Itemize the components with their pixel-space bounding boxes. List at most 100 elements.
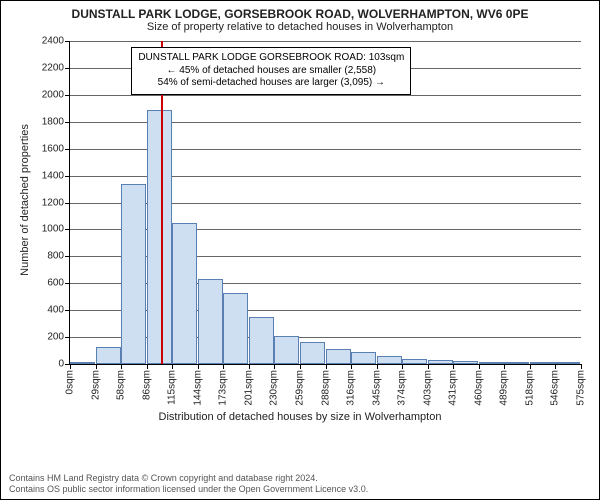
x-tick-label: 288sqm xyxy=(320,370,331,406)
histogram-bar xyxy=(96,347,121,364)
page-subtitle: Size of property relative to detached ho… xyxy=(9,21,591,33)
x-tick-mark xyxy=(249,364,250,369)
histogram-bar xyxy=(223,293,248,364)
x-tick-label: 201sqm xyxy=(243,370,254,406)
x-tick-mark xyxy=(453,364,454,369)
x-tick-mark xyxy=(121,364,122,369)
x-tick-mark xyxy=(274,364,275,369)
y-tick-label: 1600 xyxy=(42,143,64,154)
y-tick-mark xyxy=(65,229,70,230)
x-tick-label: 58sqm xyxy=(116,370,127,400)
x-tick-label: 460sqm xyxy=(473,370,484,406)
histogram-bar xyxy=(351,352,376,364)
y-tick-label: 1200 xyxy=(42,197,64,208)
annotation-line: 54% of semi-detached houses are larger (… xyxy=(138,77,404,90)
x-tick-mark xyxy=(504,364,505,369)
histogram-bar xyxy=(479,362,504,364)
x-tick-mark xyxy=(326,364,327,369)
x-tick-mark xyxy=(530,364,531,369)
y-tick-mark xyxy=(65,203,70,204)
y-tick-mark xyxy=(65,310,70,311)
page-title: DUNSTALL PARK LODGE, GORSEBROOK ROAD, WO… xyxy=(9,7,591,21)
gridline xyxy=(70,41,581,42)
histogram-bar xyxy=(504,362,529,364)
x-tick-label: 345sqm xyxy=(371,370,382,406)
x-tick-label: 431sqm xyxy=(448,370,459,406)
histogram-bar xyxy=(274,336,299,364)
footer-attribution: Contains HM Land Registry data © Crown c… xyxy=(9,473,368,495)
y-tick-mark xyxy=(65,41,70,42)
histogram-bar xyxy=(121,184,146,364)
x-tick-label: 575sqm xyxy=(576,370,587,406)
histogram-bar xyxy=(402,359,427,364)
x-tick-label: 86sqm xyxy=(141,370,152,400)
annotation-box: DUNSTALL PARK LODGE GORSEBROOK ROAD: 103… xyxy=(131,47,411,95)
y-tick-label: 600 xyxy=(47,278,64,289)
x-tick-mark xyxy=(555,364,556,369)
x-tick-mark xyxy=(351,364,352,369)
x-tick-mark xyxy=(198,364,199,369)
x-tick-mark xyxy=(402,364,403,369)
x-tick-label: 403sqm xyxy=(422,370,433,406)
x-tick-mark xyxy=(479,364,480,369)
y-tick-mark xyxy=(65,122,70,123)
histogram-bar xyxy=(70,362,95,364)
x-tick-mark xyxy=(581,364,582,369)
x-tick-label: 259sqm xyxy=(294,370,305,406)
histogram-bar xyxy=(198,279,223,364)
plot-area: 0200400600800100012001400160018002000220… xyxy=(69,41,581,365)
x-tick-mark xyxy=(377,364,378,369)
y-tick-label: 1800 xyxy=(42,116,64,127)
y-tick-mark xyxy=(65,68,70,69)
x-tick-mark xyxy=(172,364,173,369)
footer-line-2: Contains OS public sector information li… xyxy=(9,484,368,495)
x-tick-label: 29sqm xyxy=(90,370,101,400)
y-tick-label: 800 xyxy=(47,251,64,262)
x-tick-mark xyxy=(147,364,148,369)
y-tick-label: 400 xyxy=(47,305,64,316)
y-tick-label: 2400 xyxy=(42,36,64,47)
x-tick-label: 316sqm xyxy=(346,370,357,406)
gridline xyxy=(70,95,581,96)
x-tick-label: 115sqm xyxy=(167,370,178,405)
histogram-bar xyxy=(326,349,351,364)
y-tick-label: 2200 xyxy=(42,62,64,73)
x-tick-label: 230sqm xyxy=(269,370,280,406)
y-tick-label: 2000 xyxy=(42,89,64,100)
x-tick-label: 489sqm xyxy=(499,370,510,406)
y-tick-mark xyxy=(65,149,70,150)
histogram-bar xyxy=(530,362,555,364)
histogram-bar xyxy=(300,342,325,364)
histogram-bar xyxy=(172,223,197,364)
y-tick-label: 1400 xyxy=(42,170,64,181)
histogram-bar xyxy=(147,110,172,364)
x-tick-mark xyxy=(300,364,301,369)
x-tick-mark xyxy=(223,364,224,369)
x-tick-mark xyxy=(96,364,97,369)
annotation-line: DUNSTALL PARK LODGE GORSEBROOK ROAD: 103… xyxy=(138,52,404,65)
histogram-bar xyxy=(377,356,402,364)
y-tick-label: 1000 xyxy=(42,224,64,235)
y-tick-mark xyxy=(65,283,70,284)
x-tick-label: 144sqm xyxy=(192,370,203,406)
x-tick-label: 546sqm xyxy=(550,370,561,406)
histogram-bar xyxy=(453,361,478,364)
y-tick-label: 200 xyxy=(47,332,64,343)
x-tick-label: 374sqm xyxy=(397,370,408,406)
histogram-bar xyxy=(428,360,453,364)
x-tick-mark xyxy=(428,364,429,369)
y-tick-label: 0 xyxy=(58,359,64,370)
y-tick-mark xyxy=(65,176,70,177)
x-tick-label: 0sqm xyxy=(65,370,76,394)
y-axis-label: Number of detached properties xyxy=(19,124,31,276)
histogram-bar xyxy=(249,317,274,364)
y-tick-mark xyxy=(65,337,70,338)
histogram-bar xyxy=(555,362,580,364)
x-tick-label: 518sqm xyxy=(524,370,535,406)
x-axis-label: Distribution of detached houses by size … xyxy=(159,411,442,423)
chart-area: Number of detached properties 0200400600… xyxy=(9,35,591,425)
annotation-line: ← 45% of detached houses are smaller (2,… xyxy=(138,65,404,78)
y-tick-mark xyxy=(65,256,70,257)
x-tick-label: 173sqm xyxy=(218,370,229,406)
y-tick-mark xyxy=(65,95,70,96)
